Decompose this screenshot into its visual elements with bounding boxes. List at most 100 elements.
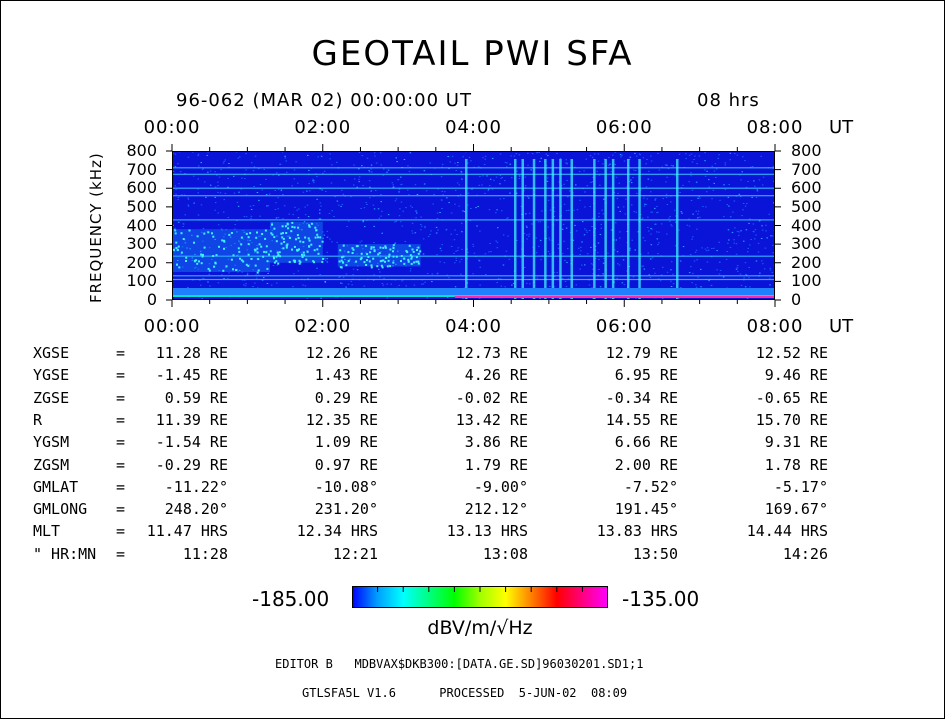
noise-speck	[414, 232, 417, 234]
noise-speck	[620, 156, 622, 158]
orbit-value: 13.42 RE	[455, 410, 528, 429]
burst-speck	[387, 259, 390, 262]
burst-speck	[355, 245, 358, 248]
time-tick-top: 08:00	[746, 117, 804, 138]
burst-speck	[293, 226, 296, 229]
burst-speck	[384, 245, 387, 248]
noise-speck	[407, 165, 409, 167]
noise-speck	[579, 268, 581, 270]
burst-speck	[180, 251, 183, 254]
noise-speck	[271, 240, 273, 242]
noise-speck	[538, 245, 540, 247]
noise-speck	[549, 209, 552, 211]
burst-speck	[266, 267, 269, 270]
noise-speck	[387, 214, 390, 216]
burst-speck	[232, 254, 235, 257]
frequency-tick-right: 300	[791, 234, 822, 254]
noise-speck	[267, 272, 269, 274]
noise-speck	[546, 180, 549, 182]
noise-speck	[446, 296, 449, 298]
orbit-separator: =	[116, 455, 126, 474]
noise-speck	[309, 190, 311, 192]
noise-speck	[661, 166, 663, 168]
noise-speck	[197, 192, 199, 194]
burst-speck	[262, 255, 265, 258]
noise-speck	[258, 168, 260, 170]
burst-speck	[235, 269, 238, 271]
noise-speck	[425, 190, 428, 192]
noise-speck	[300, 251, 302, 253]
noise-speck	[658, 169, 661, 171]
frequency-tick-right: 600	[791, 178, 822, 198]
noise-speck	[603, 257, 605, 259]
noise-speck	[234, 264, 236, 266]
noise-speck	[441, 208, 443, 209]
orbit-value: 0.29 RE	[314, 388, 378, 407]
noise-speck	[362, 221, 364, 223]
noise-speck	[377, 262, 379, 264]
noise-speck	[370, 168, 372, 170]
noise-speck	[697, 197, 699, 199]
noise-speck	[250, 217, 252, 219]
noise-speck	[187, 204, 189, 206]
burst-speck	[400, 255, 403, 257]
noise-speck	[319, 209, 321, 211]
noise-speck	[441, 190, 443, 192]
noise-speck	[495, 212, 497, 214]
burst-speck	[381, 266, 384, 269]
vertical-event	[521, 159, 524, 300]
noise-speck	[368, 170, 370, 172]
noise-speck	[302, 222, 305, 224]
burst-speck	[177, 245, 180, 248]
burst-speck	[176, 263, 178, 266]
noise-speck	[369, 197, 371, 199]
noise-speck	[387, 169, 390, 171]
vertical-event	[551, 159, 555, 300]
noise-speck	[688, 181, 690, 183]
burst-speck	[340, 259, 343, 262]
noise-speck	[711, 248, 713, 249]
noise-speck	[506, 162, 508, 164]
noise-speck	[178, 183, 180, 185]
burst-speck	[308, 224, 310, 227]
burst-speck	[307, 237, 310, 240]
noise-speck	[271, 229, 274, 231]
burst-speck	[409, 254, 412, 257]
burst-speck	[286, 223, 289, 226]
noise-speck	[391, 182, 394, 184]
noise-speck	[647, 178, 650, 180]
noise-speck	[461, 248, 463, 250]
noise-speck	[358, 178, 360, 180]
noise-speck	[669, 215, 671, 217]
noise-speck	[361, 155, 364, 157]
noise-speck	[236, 220, 238, 222]
burst-speck	[304, 236, 307, 239]
noise-speck	[545, 153, 548, 155]
orbit-value: 1.78 RE	[764, 455, 828, 474]
burst-speck	[282, 232, 284, 235]
noise-speck	[737, 270, 739, 272]
burst-speck	[419, 250, 422, 253]
noise-speck	[714, 163, 717, 165]
noise-speck	[301, 229, 303, 231]
burst-speck	[282, 247, 285, 250]
noise-speck	[346, 245, 349, 247]
noise-speck	[256, 192, 259, 193]
noise-speck	[645, 163, 647, 165]
orbit-value: 248.20°	[164, 500, 228, 519]
noise-speck	[716, 250, 718, 252]
noise-speck	[772, 244, 774, 246]
noise-speck	[373, 208, 376, 210]
noise-speck	[675, 221, 677, 223]
noise-speck	[580, 246, 582, 248]
orbit-label: GMLAT	[33, 477, 79, 496]
noise-speck	[658, 242, 660, 244]
noise-speck	[617, 192, 619, 194]
noise-speck	[503, 198, 505, 200]
noise-speck	[458, 184, 461, 186]
noise-speck	[316, 268, 318, 269]
noise-speck	[276, 250, 278, 252]
burst-speck	[215, 254, 218, 257]
noise-speck	[563, 183, 565, 185]
noise-speck	[268, 260, 271, 262]
